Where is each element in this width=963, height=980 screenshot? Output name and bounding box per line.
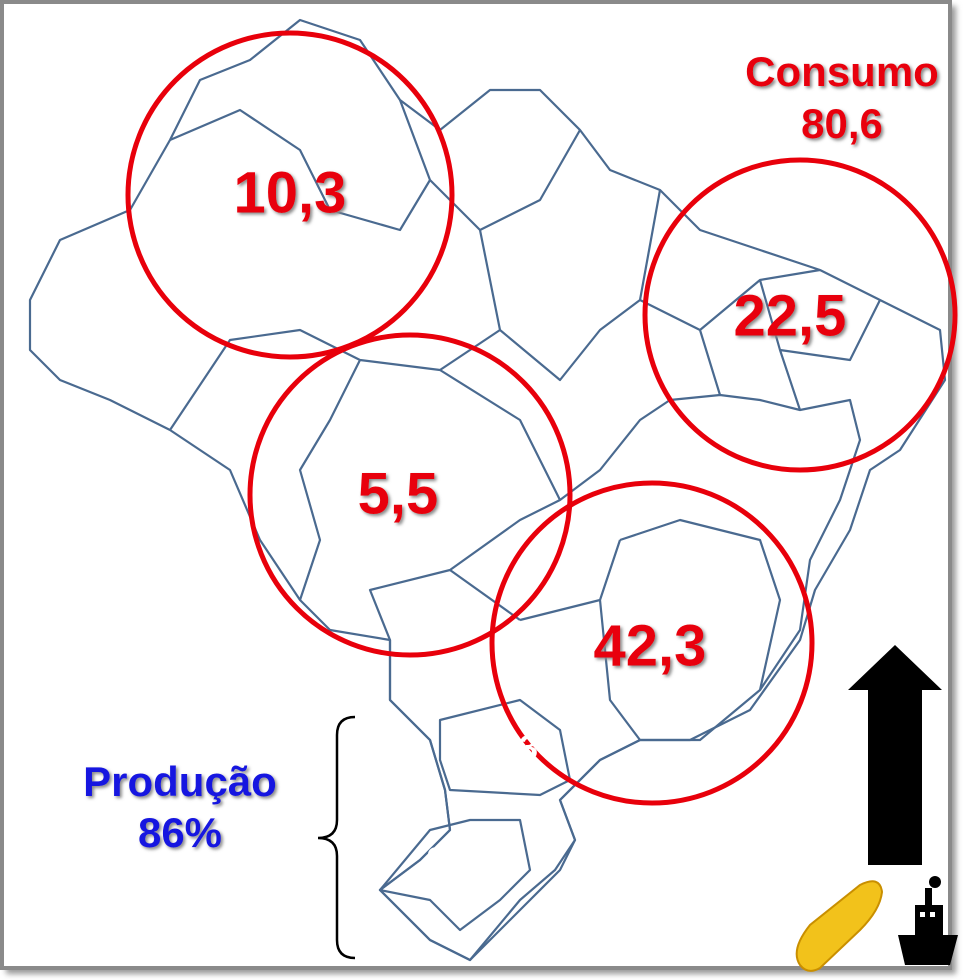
consumption-circle [125, 30, 455, 360]
state-borders [169, 99, 881, 741]
region-value: 5,5 [358, 461, 439, 526]
consumption-circle [489, 480, 815, 806]
region-value: 22,5 [734, 283, 847, 348]
consumption-circle [642, 157, 958, 473]
brace [317, 715, 356, 960]
arrow [848, 645, 942, 865]
bread-icon [795, 880, 884, 972]
consumption-circle [247, 332, 573, 658]
southeast-region [368, 393, 862, 962]
consumption-label: Consumo [745, 48, 939, 95]
state-value: 35,7 [427, 841, 493, 879]
region-value: 42,3 [594, 613, 707, 678]
rio-grande-do-sul-state [378, 818, 532, 932]
production-label: Produção [83, 758, 277, 805]
ship-icon [898, 876, 958, 965]
country-outline [28, 18, 947, 962]
state-value: 50,3 [472, 729, 538, 767]
consumption-total: 80,6 [801, 100, 883, 147]
frame [0, 0, 952, 970]
region-value: 10,3 [234, 160, 347, 225]
parana-state [438, 698, 572, 797]
production-share: 86% [138, 809, 222, 856]
